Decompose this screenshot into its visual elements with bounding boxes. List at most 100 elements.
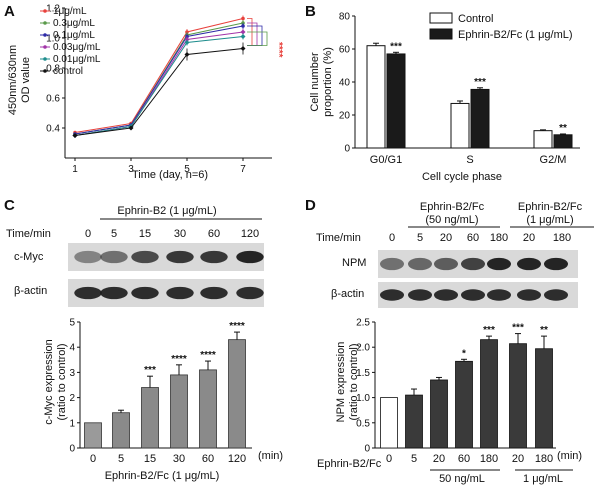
panel-c-blot-actin-band: [131, 286, 159, 300]
panel-c-time-labels: 0 5 15 30 60 120: [85, 228, 259, 240]
panel-d-significance: **: [540, 325, 548, 336]
panel-d-y-tick-label: 0.5: [356, 418, 370, 429]
panel-c-x-tick-label: 60: [202, 453, 214, 465]
panel-d-time-label: Time/min: [316, 232, 361, 244]
panel-d-blot-actin-band: [408, 289, 432, 301]
panel-c-x-tick-label: 0: [90, 453, 96, 465]
panel-a-significance-bracket: [247, 25, 263, 46]
panel-b-legend-label: Control: [458, 13, 493, 25]
panel-d-time-label-item: 60: [467, 232, 479, 244]
panel-c-time-label-item: 60: [208, 228, 220, 240]
panel-a-y-tick-label: 0.6: [46, 94, 60, 105]
panel-c-time-label-item: 0: [85, 228, 91, 240]
panel-d-x-tick-label: 20: [512, 453, 524, 465]
panel-b-ylabel-line1: Cell number: [309, 52, 321, 112]
panel-c-y-tick-label: 5: [69, 318, 75, 329]
panel-a-data-point: [240, 46, 246, 51]
panel-d-bar: [430, 379, 448, 449]
panel-d-time-label-item: 180: [553, 232, 571, 244]
panel-a-data-point: [128, 125, 134, 131]
panel-a-x-tick-label: 1: [72, 164, 78, 175]
panel-d-x-tick-label: 20: [433, 453, 445, 465]
panel-d-time-label-item: 180: [490, 232, 508, 244]
panel-a-y-tick-label: 0.4: [46, 124, 60, 135]
panel-d-significance: ***: [483, 325, 495, 336]
panel-a-axes: 0.4 0.6 0.8 1.0 1.2 1 3 5 7: [46, 4, 272, 175]
panel-c-y-tick-label: 4: [69, 343, 75, 354]
panel-d-y-tick-label: 1.0: [356, 393, 370, 404]
panel-a-y-tick-label: 0.8: [46, 64, 60, 75]
panel-c-axes: 0 1 2 3 4 5 0 5 15 30 60 120: [69, 318, 252, 465]
panel-d-bar: [535, 348, 553, 449]
panel-c-ylabel-line1: c-Myc expression: [43, 339, 55, 425]
panel-c-x-tick-label: 30: [173, 453, 185, 465]
panel-a-legend-label: 0.3μg/mL: [53, 18, 95, 29]
panel-a-legend-marker: [43, 57, 47, 61]
panel-a-data-point: [184, 40, 190, 45]
panel-d-bar: [480, 339, 498, 449]
panel-a-data-point: [240, 34, 246, 39]
panel-b-bar: [386, 53, 406, 149]
panel-c: C Ephrin-B2 (1 μg/mL) Time/min 0 5 15 30 60 1…: [4, 197, 283, 482]
panel-b-label: B: [305, 3, 316, 20]
panel-b-significance: ***: [390, 41, 402, 52]
panel-a-y-tick-label: 1.2: [46, 4, 60, 15]
panel-c-time-label-item: 5: [111, 228, 117, 240]
panel-a-data-point: [72, 133, 78, 138]
panel-c-significance: ****: [200, 350, 216, 361]
panel-b-bar: [533, 130, 553, 149]
panel-d-y-tick-label: 2.0: [356, 343, 370, 354]
panel-c-bar: [84, 422, 102, 449]
panel-c-xlabel: Ephrin-B2/Fc (1 μg/mL): [105, 470, 220, 482]
panel-d-x-tick-label: 5: [411, 453, 417, 465]
panel-c-time-label: Time/min: [6, 228, 51, 240]
panel-d-header-right2: (1 μg/mL): [526, 214, 573, 226]
panel-d-bar: [405, 394, 423, 449]
panel-c-y-tick-label: 0: [69, 444, 75, 455]
panel-c-bar: [141, 387, 159, 449]
panel-b-x-tick-label: G2/M: [540, 154, 567, 166]
panel-b-legend-swatch: [429, 12, 453, 24]
panel-a-significance: ****: [273, 42, 284, 58]
panel-d-bar: [455, 360, 473, 449]
panel-d-xunit: (min): [557, 450, 582, 462]
panel-a-legend-label: control: [53, 66, 83, 77]
panel-d-blot-label-actin: β-actin: [331, 288, 364, 300]
panel-d-blot-actin-band: [380, 289, 404, 301]
panel-c-y-tick-label: 1: [69, 418, 75, 429]
panel-c-header: Ephrin-B2 (1 μg/mL): [117, 205, 216, 217]
panel-a-ylabel-line2: OD value: [20, 57, 32, 103]
panel-d-x-tick-label: 180: [535, 453, 553, 465]
panel-d-x-tick-label: 180: [480, 453, 498, 465]
panel-a-series-line: [74, 36, 244, 136]
panel-d-header-right: Ephrin-B2/Fc: [518, 201, 583, 213]
panel-b-legend: Control Ephrin-B2/Fc (1 μg/mL): [429, 12, 573, 41]
panel-d-bar: [509, 343, 527, 449]
panel-a-ylabel-line1: 450nm/630nm: [7, 45, 19, 115]
panel-c-blot-actin-band: [200, 286, 228, 300]
panel-a-series-line: [74, 48, 244, 136]
panel-a-y-tick-label: 1.0: [46, 34, 60, 45]
panel-b-bar: [366, 45, 386, 149]
panel-b-x-tick-label: S: [466, 154, 473, 166]
panel-b-ylabel-line2: proportion (%): [322, 47, 334, 117]
panel-b-y-tick-label: 20: [339, 111, 351, 122]
panel-a-legend-label: 0.01μg/mL: [53, 54, 101, 65]
panel-c-plot: ******* ********: [84, 321, 246, 449]
panel-d-blot-label-npm: NPM: [342, 257, 366, 269]
panel-d-ylabel-line2: (ratio to control): [348, 343, 360, 420]
panel-a-legend-label: 1μg/mL: [53, 6, 87, 17]
panel-d-xlabel: Ephrin-B2/Fc: [317, 458, 382, 470]
panel-d-blot-npm-band: [408, 257, 432, 271]
panel-a-x-tick-label: 3: [128, 164, 134, 175]
panel-b-axes: 0 20 40 60 80 G0/G1 S G2/M: [339, 12, 580, 166]
panel-d-x-tick-label: 60: [458, 453, 470, 465]
panel-d-blot-npm-band: [487, 257, 511, 271]
panel-c-bar: [228, 339, 246, 449]
panel-c-time-label-item: 15: [139, 228, 151, 240]
panel-c-time-label-item: 120: [241, 228, 259, 240]
panel-d-header-left: Ephrin-B2/Fc: [420, 201, 485, 213]
panel-c-blot-label-actin: β-actin: [14, 285, 47, 297]
panel-a-legend-label: 0.1μg/mL: [53, 30, 95, 41]
